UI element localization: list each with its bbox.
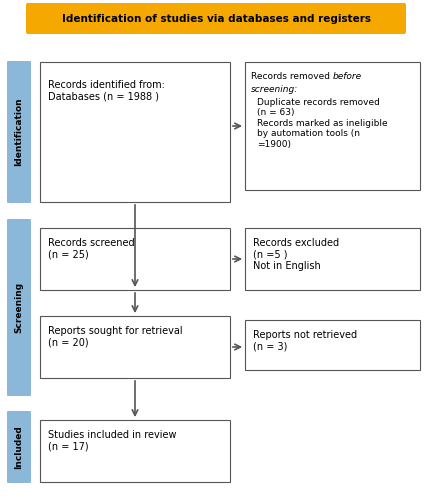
- Text: Identification of studies via databases and registers: Identification of studies via databases …: [61, 14, 371, 24]
- FancyBboxPatch shape: [7, 219, 31, 396]
- Bar: [40, 316, 230, 378]
- Text: Included: Included: [15, 425, 24, 469]
- Text: screening:: screening:: [251, 85, 298, 94]
- FancyBboxPatch shape: [26, 3, 406, 34]
- Bar: [245, 320, 420, 370]
- Text: Records excluded
(n =5 )
Not in English: Records excluded (n =5 ) Not in English: [253, 238, 339, 271]
- Text: Identification: Identification: [15, 98, 24, 166]
- Bar: [40, 62, 230, 202]
- Text: Records removed: Records removed: [251, 72, 333, 81]
- Bar: [40, 228, 230, 290]
- Text: Reports sought for retrieval
(n = 20): Reports sought for retrieval (n = 20): [48, 326, 183, 347]
- Text: Records identified from:
Databases (n = 1988 ): Records identified from: Databases (n = …: [48, 80, 165, 102]
- Text: before: before: [333, 72, 362, 81]
- Text: Records screened
(n = 25): Records screened (n = 25): [48, 238, 135, 260]
- Text: Studies included in review
(n = 17): Studies included in review (n = 17): [48, 430, 176, 452]
- Bar: [245, 228, 420, 290]
- FancyBboxPatch shape: [7, 411, 31, 483]
- Bar: [245, 62, 420, 190]
- Text: Duplicate records removed
(n = 63)
Records marked as ineligible
by automation to: Duplicate records removed (n = 63) Recor…: [257, 98, 387, 148]
- Bar: [28, 5, 404, 32]
- FancyBboxPatch shape: [7, 61, 31, 203]
- Text: Screening: Screening: [15, 282, 24, 333]
- Bar: [40, 420, 230, 482]
- Text: Reports not retrieved
(n = 3): Reports not retrieved (n = 3): [253, 330, 357, 351]
